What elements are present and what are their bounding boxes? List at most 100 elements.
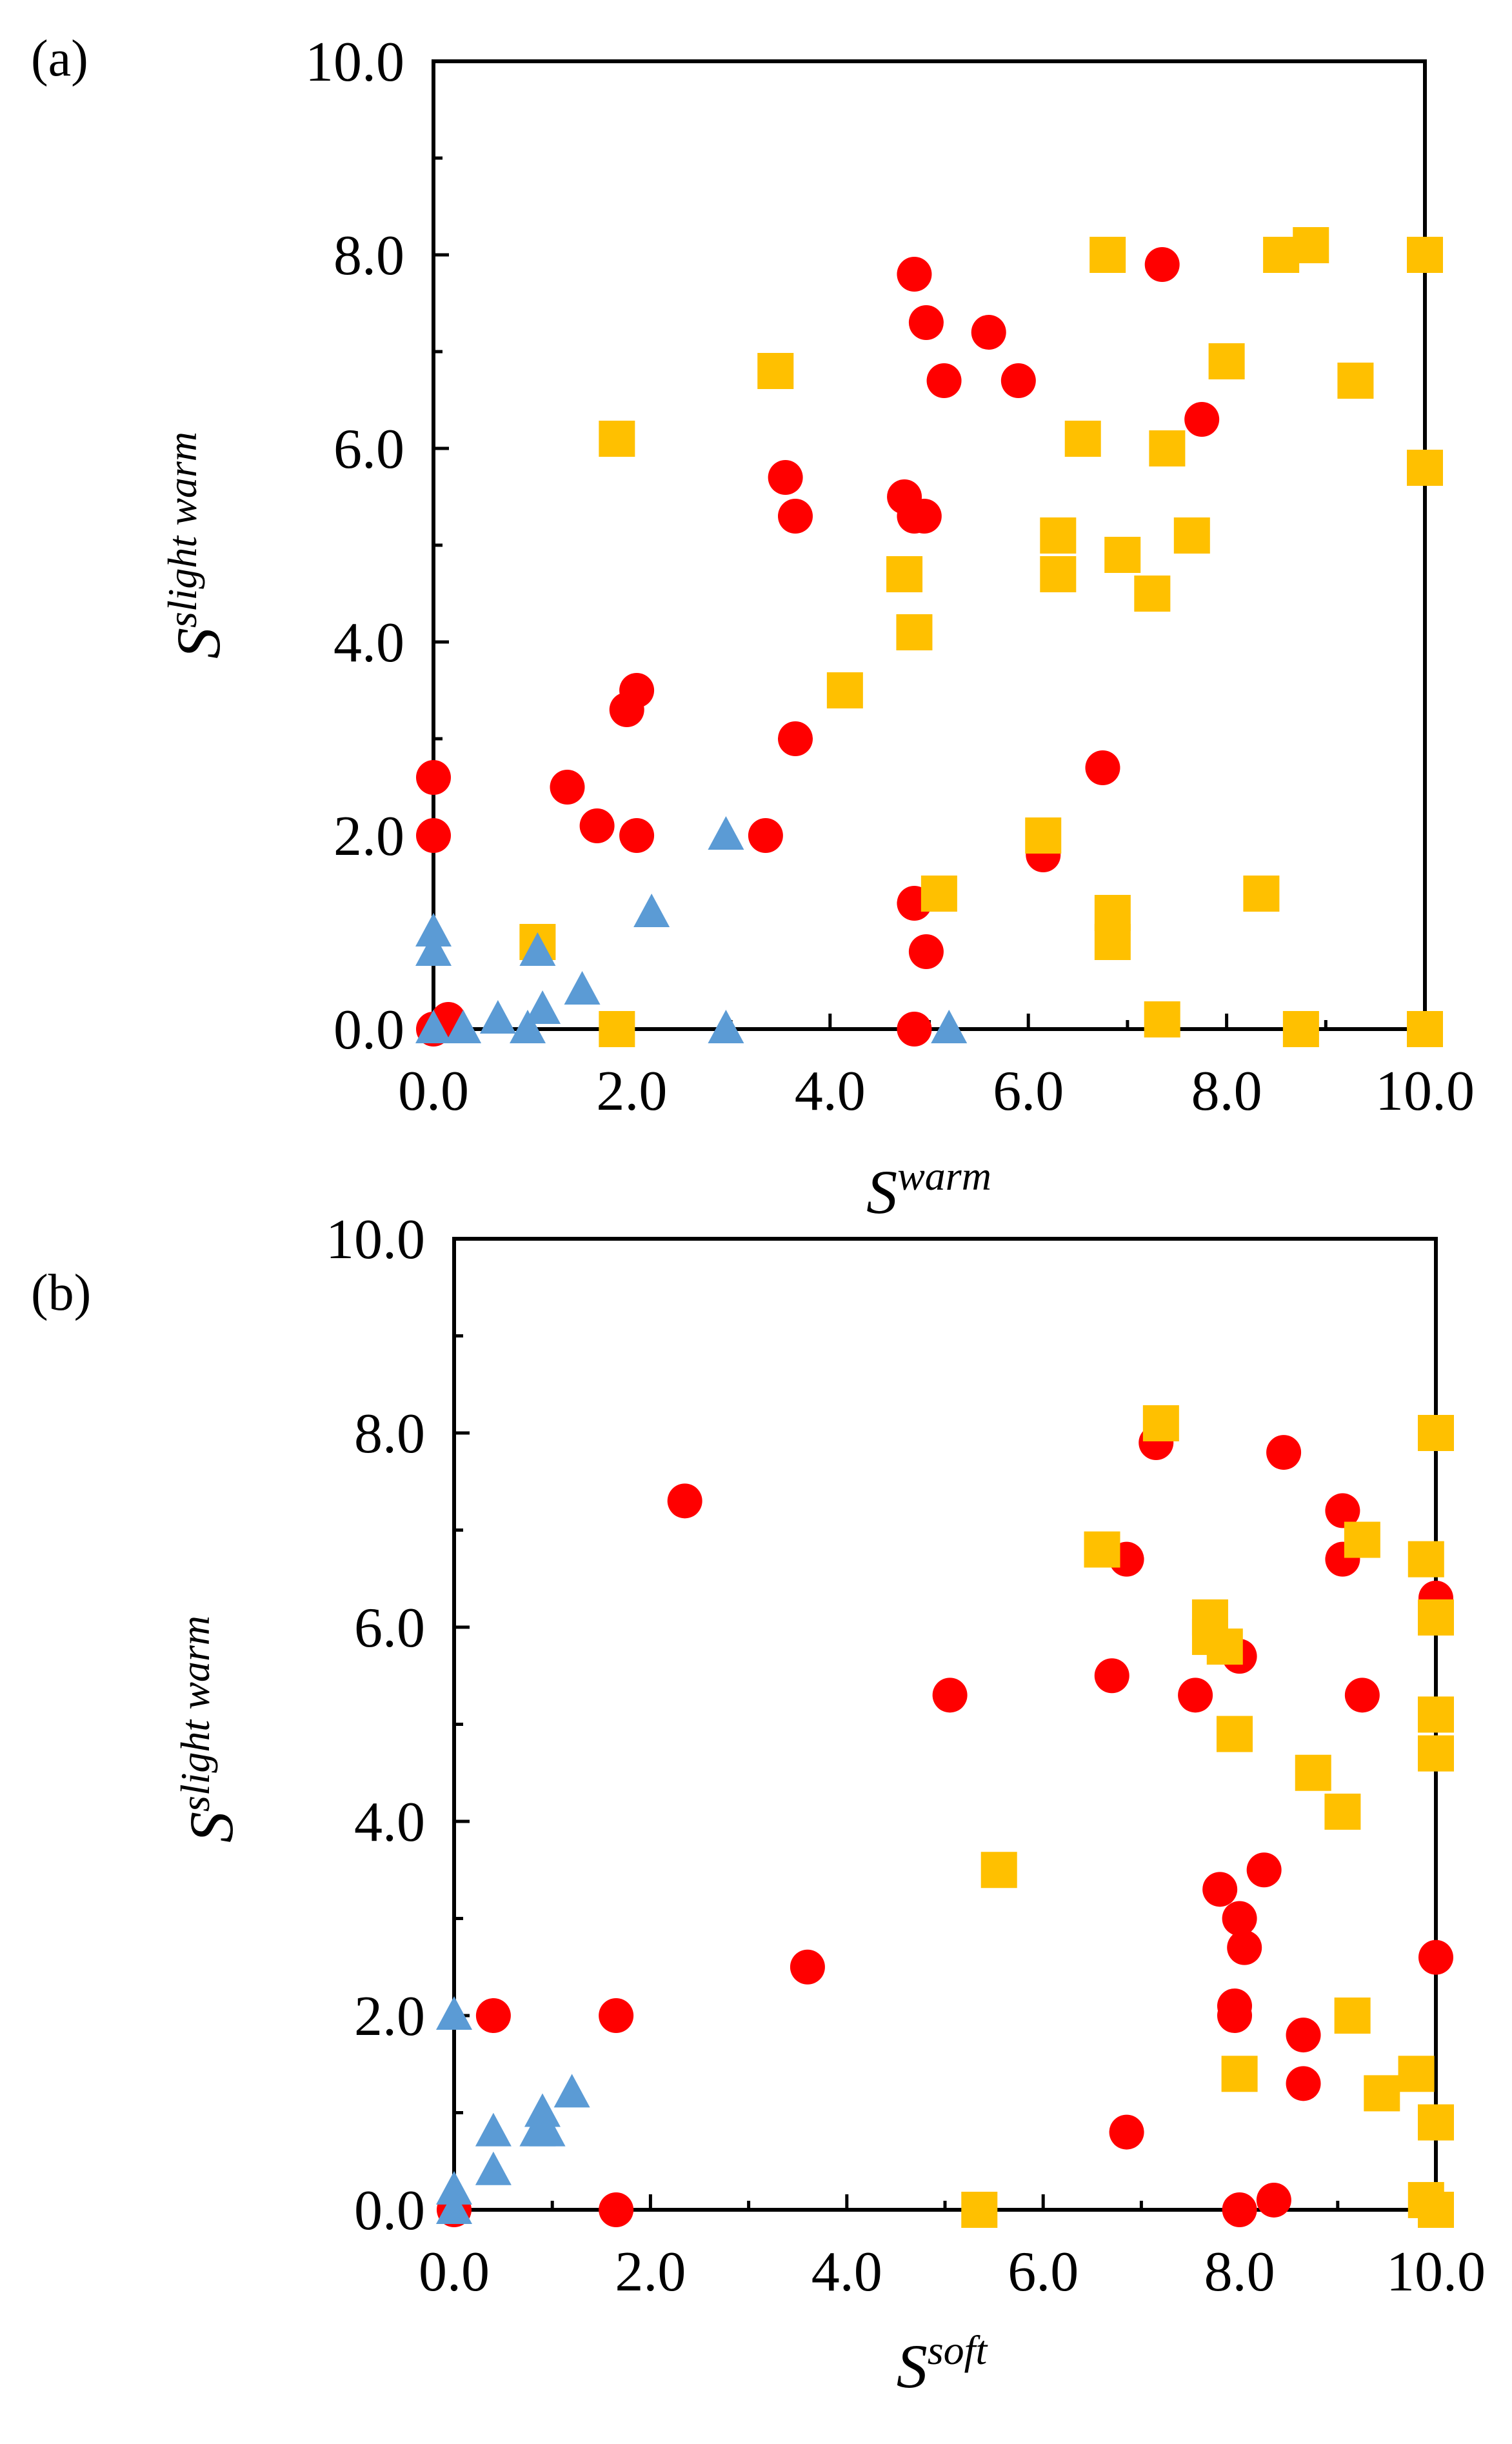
triangle-point — [519, 932, 556, 966]
square-point — [1407, 237, 1443, 273]
circle-point — [1266, 1435, 1302, 1470]
y-tick-label: 10.0 — [326, 1208, 425, 1271]
circle-point — [1286, 2066, 1321, 2101]
y-tick-label: 10.0 — [305, 31, 404, 94]
square-point — [1134, 576, 1171, 612]
circle-point — [926, 363, 962, 398]
x-tick-labels-a: 0.0 2.0 4.0 6.0 8.0 10.0 — [398, 1060, 1475, 1123]
triangle-point — [475, 2151, 512, 2185]
square-point — [1084, 1531, 1120, 1568]
circle-point — [579, 808, 615, 843]
circle-point — [897, 1012, 932, 1047]
markers-b — [436, 1405, 1454, 2228]
square-point — [1407, 1011, 1443, 1047]
y-tick-label: 6.0 — [333, 418, 404, 481]
square-point — [1064, 421, 1101, 457]
y-axis-label-b: Sslight warm — [172, 1616, 246, 1843]
circle-point — [1222, 1901, 1257, 1936]
circle-point — [1246, 1852, 1282, 1888]
triangle-point — [708, 816, 744, 850]
triangle-point — [529, 2112, 566, 2147]
x-tick-label: 8.0 — [1204, 2241, 1275, 2303]
x-tick-label: 8.0 — [1191, 1060, 1262, 1123]
x-axis-label-a: Swarm — [866, 1153, 991, 1227]
x-tick-label: 0.0 — [398, 1060, 469, 1123]
triangle-point — [415, 913, 452, 947]
square-point — [1040, 556, 1077, 592]
circle-point — [416, 818, 451, 853]
triangle-point — [479, 1000, 516, 1034]
circle-point — [667, 1483, 702, 1519]
circle-point — [1178, 1678, 1213, 1713]
triangle-point — [931, 1010, 968, 1043]
circle-point — [897, 257, 932, 292]
circle-point — [971, 315, 1006, 350]
y-tick-labels-b: 0.0 2.0 4.0 6.0 8.0 10.0 — [326, 1208, 425, 2242]
square-point — [1025, 817, 1062, 854]
square-point — [896, 614, 933, 650]
square-point — [1208, 343, 1245, 379]
square-point — [1334, 1998, 1371, 2034]
square-point — [1344, 1521, 1380, 1558]
square-point — [1094, 924, 1131, 960]
circle-point — [932, 1678, 968, 1713]
triangle-point — [475, 2112, 512, 2147]
square-point — [1295, 1754, 1331, 1791]
square-point — [1144, 1001, 1180, 1037]
y-tick-label: 4.0 — [333, 612, 404, 674]
circle-point — [790, 1949, 825, 1985]
circle-point — [1227, 1930, 1262, 1965]
x-tick-label: 10.0 — [1386, 2241, 1486, 2303]
x-tick-label: 4.0 — [795, 1060, 866, 1123]
square-point — [1337, 363, 1374, 399]
y-tick-label: 6.0 — [354, 1597, 425, 1659]
square-point — [1408, 1541, 1444, 1578]
circle-point — [1184, 402, 1220, 437]
x-tick-label: 0.0 — [419, 2241, 490, 2303]
square-point — [886, 556, 923, 592]
square-point — [980, 1852, 1017, 1888]
circle-point — [1202, 1872, 1238, 1907]
panel-b: (b) 0.0 2.0 4.0 6.0 8.0 10.0 0.0 2.0 4.0 6.0 8.0 1… — [31, 1208, 1486, 2401]
square-point — [1418, 2192, 1454, 2228]
triangle-point — [415, 932, 452, 966]
circle-point — [609, 692, 644, 727]
y-tick-label: 2.0 — [354, 1985, 425, 2048]
x-tick-label: 6.0 — [1008, 2241, 1079, 2303]
square-point — [1282, 1011, 1319, 1047]
y-tick-label: 4.0 — [354, 1791, 425, 1854]
square-point — [1221, 2056, 1258, 2092]
circle-point — [1000, 363, 1036, 398]
square-point — [1418, 1415, 1454, 1451]
triangle-point — [553, 2074, 590, 2108]
circle-point — [1109, 2114, 1144, 2150]
triangle-point — [524, 2093, 561, 2127]
square-point — [757, 353, 794, 389]
circle-point — [768, 460, 803, 495]
square-point — [826, 672, 863, 708]
square-point — [1142, 1405, 1179, 1441]
square-point — [1216, 1716, 1253, 1752]
square-point — [1243, 876, 1280, 912]
circle-point — [1094, 1658, 1129, 1694]
circle-point — [1085, 750, 1120, 785]
y-tick-label: 0.0 — [354, 2179, 425, 2242]
y-axis-label-a: Sslight warm — [159, 432, 233, 659]
circle-point — [1418, 1939, 1453, 1975]
square-point — [1324, 1793, 1361, 1830]
circle-point — [778, 721, 813, 756]
square-point — [1104, 537, 1141, 573]
circle-point — [1217, 1998, 1252, 2033]
y-tick-labels-a: 0.0 2.0 4.0 6.0 8.0 10.0 — [305, 31, 404, 1061]
square-point — [1206, 1628, 1243, 1665]
square-point — [1293, 227, 1329, 263]
square-point — [920, 876, 957, 912]
panel-label-b: (b) — [31, 1265, 91, 1321]
square-point — [1364, 2075, 1400, 2112]
circle-point — [748, 818, 783, 853]
square-point — [1418, 1735, 1454, 1772]
square-point — [599, 421, 635, 457]
x-tick-label: 4.0 — [811, 2241, 882, 2303]
x-tick-labels-b: 0.0 2.0 4.0 6.0 8.0 10.0 — [419, 2241, 1486, 2303]
triangle-point — [415, 1010, 452, 1043]
